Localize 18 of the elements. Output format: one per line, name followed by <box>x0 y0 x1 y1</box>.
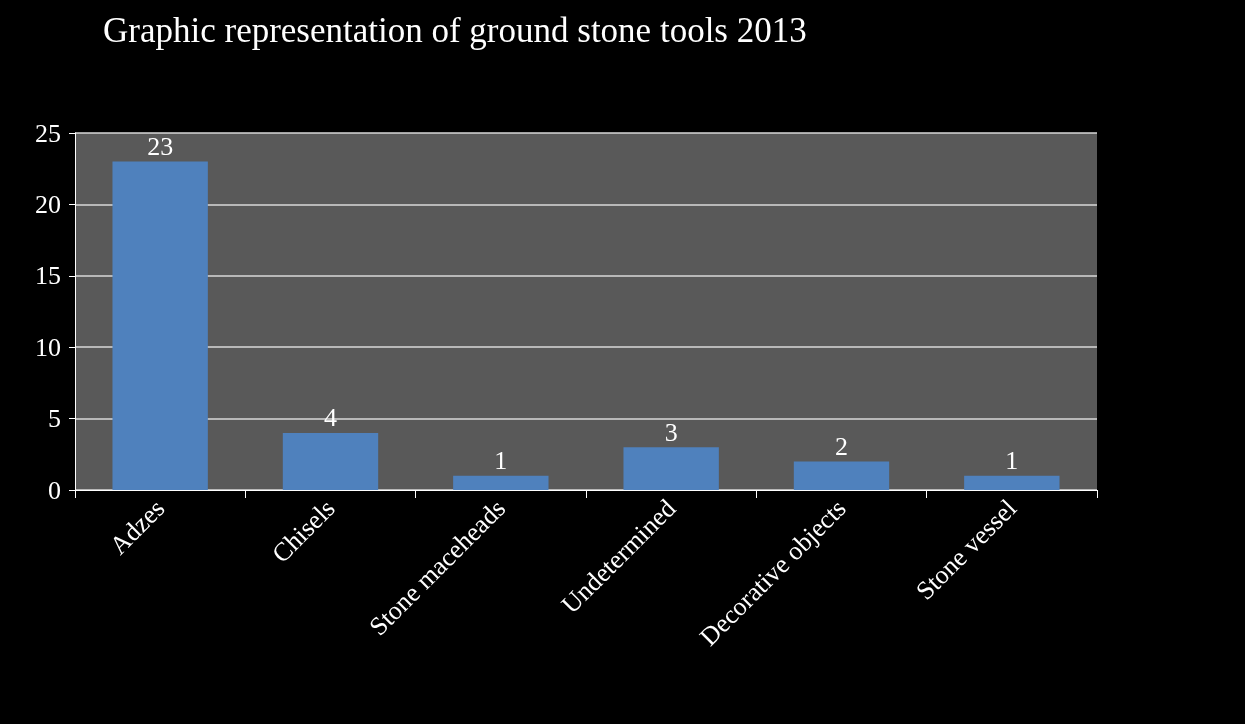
y-tick-label: 5 <box>48 404 61 434</box>
bar <box>793 461 890 490</box>
data-label: 23 <box>147 132 174 162</box>
chart-title: Graphic representation of ground stone tools 2013 <box>103 11 807 50</box>
y-tick-label: 15 <box>35 261 61 291</box>
y-tick-label: 0 <box>48 475 61 505</box>
bar <box>623 447 719 490</box>
data-label: 2 <box>835 431 848 461</box>
y-tick-label: 20 <box>35 189 61 219</box>
bar <box>964 475 1060 490</box>
bar <box>453 475 549 490</box>
data-label: 3 <box>664 417 678 447</box>
bar <box>112 161 208 490</box>
bar <box>282 432 379 490</box>
data-label: 1 <box>494 446 508 476</box>
data-label: 1 <box>1005 446 1019 476</box>
y-tick-label: 10 <box>35 332 61 362</box>
y-tick-label: 25 <box>35 118 61 148</box>
